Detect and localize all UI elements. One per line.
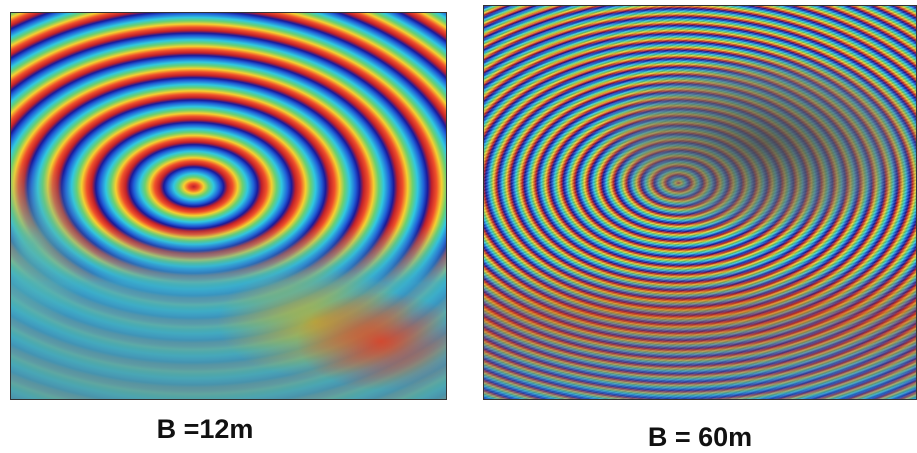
- caption: B = 60m: [648, 422, 752, 453]
- caption: B =12m: [157, 414, 254, 445]
- coherence-overlay: [484, 6, 916, 399]
- interferogram-image: [483, 5, 917, 400]
- coherence-overlay: [11, 13, 446, 399]
- page: B =12m B = 60m (() => { const data = JSO…: [0, 0, 917, 452]
- interferogram-image: [10, 12, 447, 400]
